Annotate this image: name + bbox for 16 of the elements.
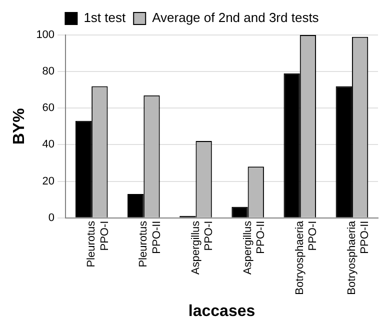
y-tick-label: 80 xyxy=(42,66,55,78)
x-tick-label: Aspergillus PPO-II xyxy=(242,220,268,275)
y-tick-label: 60 xyxy=(42,102,55,114)
y-tick-label: 100 xyxy=(36,29,55,42)
x-tick-label: Pleurotus PPO-I xyxy=(86,220,111,268)
x-tick-label: Botryosphaeria PPO-I xyxy=(294,220,320,295)
legend-label: Average of 2nd and 3rd tests xyxy=(152,10,320,26)
x-tick-label: Aspergillus PPO-I xyxy=(190,220,215,275)
y-tick-label: 40 xyxy=(42,138,55,151)
legend-label: 1st test xyxy=(84,10,126,26)
x-tick-label: Pleurotus PPO-II xyxy=(138,220,163,268)
y-tick-label: 0 xyxy=(48,212,55,224)
x-tick-label: Botryosphaeria PPO-II xyxy=(346,220,372,295)
y-axis-title: BY% xyxy=(11,108,28,145)
x-axis-title: laccases xyxy=(188,302,256,320)
y-tick-label: 20 xyxy=(42,175,55,188)
